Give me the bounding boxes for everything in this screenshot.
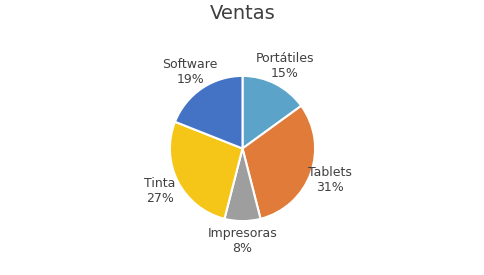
- Wedge shape: [175, 76, 242, 148]
- Wedge shape: [224, 148, 260, 221]
- Text: Tinta
27%: Tinta 27%: [144, 177, 175, 205]
- Text: Impresoras
8%: Impresoras 8%: [207, 227, 277, 255]
- Title: Ventas: Ventas: [209, 4, 275, 23]
- Text: Tablets
31%: Tablets 31%: [307, 166, 351, 194]
- Wedge shape: [242, 76, 301, 148]
- Text: Portátiles
15%: Portátiles 15%: [255, 52, 313, 80]
- Wedge shape: [242, 106, 315, 219]
- Text: Software
19%: Software 19%: [162, 58, 217, 86]
- Wedge shape: [169, 122, 242, 219]
